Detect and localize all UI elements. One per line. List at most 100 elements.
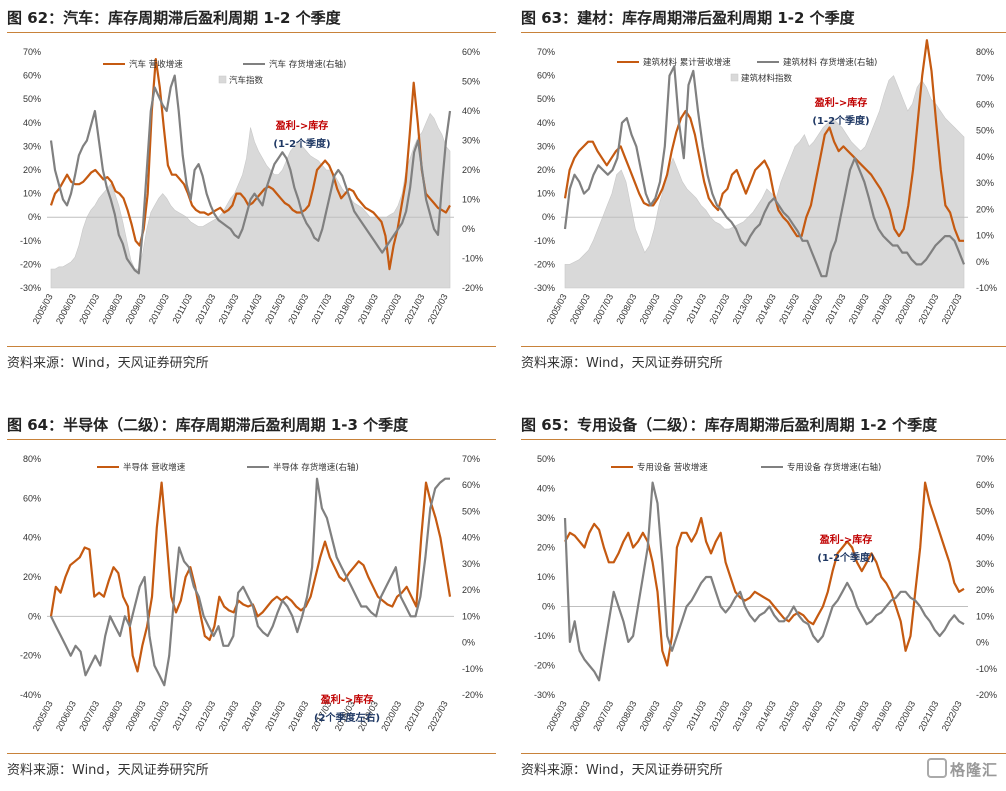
y-left-tick-label: 30% xyxy=(537,513,555,523)
x-tick-label: 2018/03 xyxy=(847,292,871,325)
y-left-tick-label: 20% xyxy=(23,165,41,175)
x-tick-label: 2020/03 xyxy=(893,699,917,732)
y-right-tick-label: 40% xyxy=(976,152,994,162)
figure-65-panel: 图 65：专用设备（二级）：库存周期滞后盈利周期 1-2 个季度 50% 40% 3… xyxy=(521,411,1006,791)
series-line-inventory xyxy=(50,477,450,687)
annotation-lag-quarters: (1-2个季度) xyxy=(817,551,874,564)
x-tick-label: 2017/03 xyxy=(823,699,847,732)
figure-62-svg: 70% 60% 50% 40% 30% 20% 10% 0% -10% -20% -30% 60% 50… xyxy=(20,47,483,326)
y-right-tick-label: -20% xyxy=(976,690,997,700)
y-left-tick-label: 60% xyxy=(23,493,41,503)
y-right-tick-label: 70% xyxy=(976,454,994,464)
y-right-tick-label: 60% xyxy=(462,480,480,490)
x-tick-label: 2015/03 xyxy=(263,292,287,325)
x-tick-label: 2021/03 xyxy=(916,699,940,732)
y-left-tick-label: 30% xyxy=(23,141,41,151)
figure-63-source: 资料来源：Wind，天风证券研究所 xyxy=(521,356,723,371)
x-tick-label: 2022/03 xyxy=(940,699,964,732)
x-tick-label: 2006/03 xyxy=(568,292,592,325)
x-tick-label: 2007/03 xyxy=(591,699,615,732)
y-right-tick-label: 60% xyxy=(976,480,994,490)
y-right-tick-label: -20% xyxy=(462,690,483,700)
y-left-tick-label: -30% xyxy=(534,283,555,293)
y-left-tick-label: 20% xyxy=(537,543,555,553)
series-area-index xyxy=(564,75,965,289)
y-left-tick-label: 50% xyxy=(23,94,41,104)
series-line-inventory xyxy=(49,74,452,275)
y-left-tick-label: 40% xyxy=(23,118,41,128)
y-right-tick-label: 20% xyxy=(462,585,480,595)
y-right-tick-label: 20% xyxy=(976,585,994,595)
figure-62-panel: 图 62：汽车：库存周期滞后盈利周期 1-2 个季度 70% 60% 50% 40% 3… xyxy=(7,4,496,384)
y-left-tick-label: 0% xyxy=(542,602,555,612)
x-tick-label: 2020/03 xyxy=(893,292,917,325)
x-tick-label: 2016/03 xyxy=(800,699,824,732)
x-tick-label: 2009/03 xyxy=(638,699,662,732)
x-tick-label: 2010/03 xyxy=(147,699,171,732)
figure-65-svg: 50% 40% 30% 20% 10% 0% -10% -20% -30% 70% 60% 50% 40… xyxy=(534,454,997,733)
y-left-tick-label: 30% xyxy=(537,141,555,151)
y-left-tick-label: 10% xyxy=(537,572,555,582)
y-left-tick-label: 60% xyxy=(23,71,41,81)
x-tick-label: 2005/03 xyxy=(31,699,55,732)
figure-63-panel: 图 63：建材：库存周期滞后盈利周期 1-2 个季度 70% 60% 50% 40% 3… xyxy=(521,4,1006,384)
figure-64-source-divider xyxy=(7,753,496,754)
y-right-tick-label: 80% xyxy=(976,47,994,57)
y-left-tick-label: -40% xyxy=(20,690,41,700)
x-tick-label: 2007/03 xyxy=(77,699,101,732)
y-right-tick-label: -10% xyxy=(976,283,997,293)
y-left-tick-label: -10% xyxy=(534,631,555,641)
x-tick-label: 2019/03 xyxy=(356,292,380,325)
x-tick-label: 2013/03 xyxy=(731,292,755,325)
x-tick-label: 2005/03 xyxy=(31,292,55,325)
x-tick-label: 2011/03 xyxy=(170,699,194,732)
y-left-tick-label: 10% xyxy=(537,189,555,199)
annotation-lag-quarters: (1-2个季度) xyxy=(273,137,330,150)
x-tick-label: 2016/03 xyxy=(286,292,310,325)
y-right-tick-label: 60% xyxy=(462,47,480,57)
x-tick-label: 2020/03 xyxy=(379,699,403,732)
x-tick-label: 2018/03 xyxy=(333,292,357,325)
y-left-tick-label: 50% xyxy=(537,94,555,104)
y-right-tick-label: -10% xyxy=(976,664,997,674)
annotation-profit-to-inventory: 盈利->库存 xyxy=(275,119,329,132)
y-left-tick-label: 0% xyxy=(542,212,555,222)
x-tick-label: 2007/03 xyxy=(591,292,615,325)
y-right-tick-label: 50% xyxy=(976,506,994,516)
y-left-tick-label: -30% xyxy=(20,283,41,293)
x-tick-label: 2019/03 xyxy=(870,292,894,325)
x-tick-label: 2016/03 xyxy=(800,292,824,325)
legend-swatch-index xyxy=(730,73,739,82)
legend-label-revenue: 汽车 营收增速 xyxy=(129,59,183,70)
y-left-tick-label: -10% xyxy=(534,236,555,246)
y-left-tick-label: 10% xyxy=(23,189,41,199)
x-tick-label: 2019/03 xyxy=(870,699,894,732)
figure-62-chart: 70% 60% 50% 40% 30% 20% 10% 0% -10% -20% -30% 60% 50… xyxy=(7,34,496,344)
legend-label-index: 建筑材料指数 xyxy=(741,73,793,84)
x-tick-label: 2013/03 xyxy=(217,292,241,325)
x-tick-label: 2008/03 xyxy=(100,292,124,325)
y-right-tick-label: -10% xyxy=(462,664,483,674)
figure-64-chart: 80% 60% 40% 20% 0% -20% -40% 70% 60% 50% 40% 30% 20%… xyxy=(7,441,496,751)
y-left-tick-label: 0% xyxy=(28,212,41,222)
y-right-tick-label: 40% xyxy=(462,533,480,543)
annotation-lag-quarters: (1-2个季度) xyxy=(812,114,869,127)
y-right-tick-label: -10% xyxy=(462,254,483,264)
x-tick-label: 2021/03 xyxy=(402,292,426,325)
x-tick-label: 2022/03 xyxy=(426,699,450,732)
series-line-inventory xyxy=(563,481,965,682)
y-left-tick-label: 80% xyxy=(23,454,41,464)
x-tick-label: 2015/03 xyxy=(263,699,287,732)
x-tick-label: 2012/03 xyxy=(193,699,217,732)
series-line-revenue xyxy=(563,39,964,242)
x-tick-label: 2020/03 xyxy=(379,292,403,325)
x-tick-label: 2017/03 xyxy=(823,292,847,325)
y-left-tick-label: -20% xyxy=(534,661,555,671)
y-right-tick-label: 30% xyxy=(462,136,480,146)
x-tick-label: 2008/03 xyxy=(100,699,124,732)
annotation-lag-quarters: (2个季度左右) xyxy=(314,711,380,724)
figure-62-source-divider xyxy=(7,346,496,347)
y-right-tick-label: 20% xyxy=(976,204,994,214)
figure-63-chart: 70% 60% 50% 40% 30% 20% 10% 0% -10% -20% -30% 80% 70… xyxy=(521,34,1006,344)
y-right-tick-label: 0% xyxy=(462,638,475,648)
